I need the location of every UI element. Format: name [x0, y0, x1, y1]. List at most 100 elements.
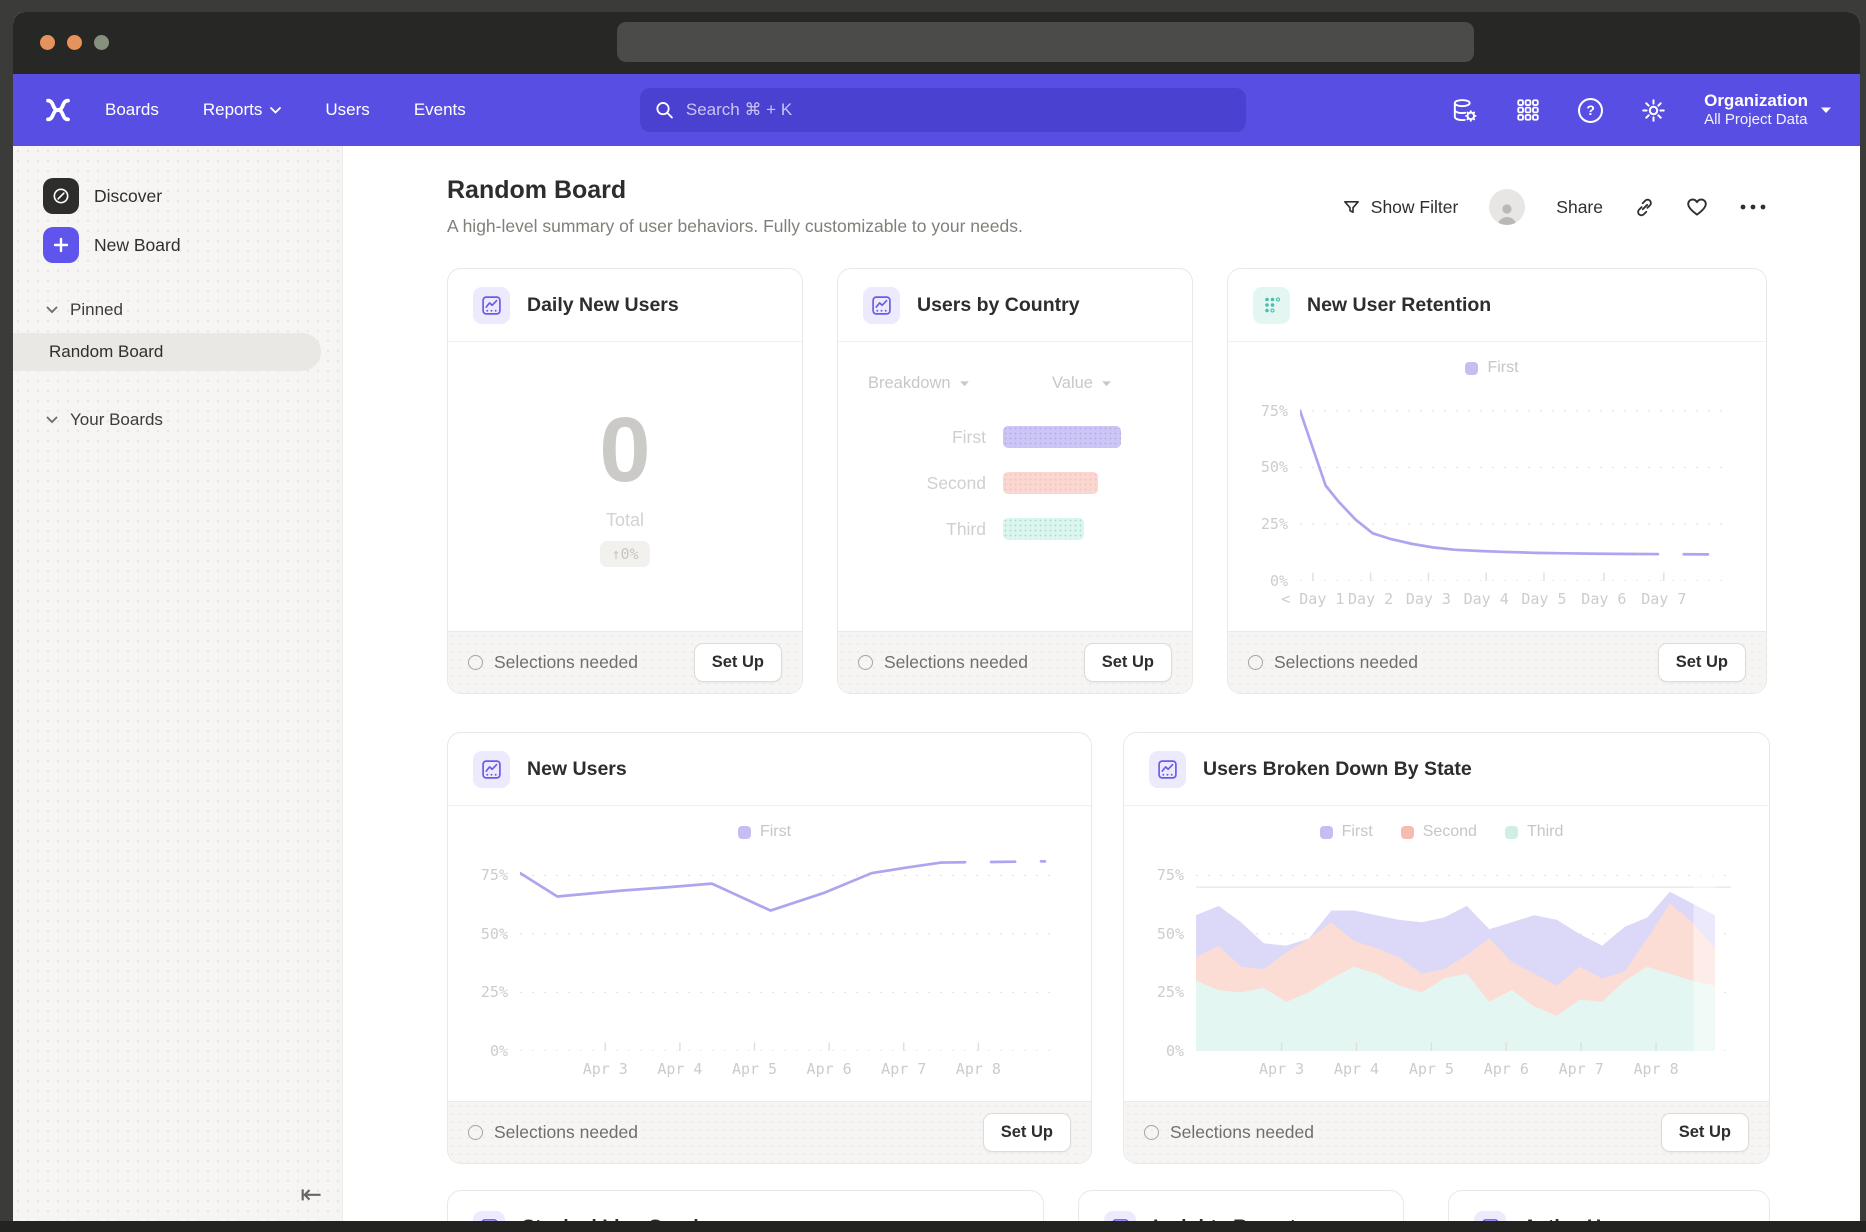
nav-item-label: Events	[414, 100, 466, 120]
line-chart-icon	[473, 751, 510, 788]
breakdown-label: Third	[838, 519, 986, 540]
sidebar-item-label: Discover	[94, 186, 162, 207]
x-axis-label: Apr 6	[807, 1060, 852, 1078]
sidebar-section-your-boards[interactable]: Your Boards	[46, 410, 163, 430]
set-up-button[interactable]: Set Up	[983, 1113, 1071, 1152]
metric-label: Total	[606, 510, 644, 531]
chevron-down-icon	[1101, 380, 1112, 387]
card-users-by-state: Users Broken Down By State First Second …	[1123, 732, 1770, 1164]
data-management-icon[interactable]	[1451, 97, 1478, 124]
legend-item: Third	[1505, 823, 1563, 841]
help-icon[interactable]: ?	[1578, 98, 1603, 123]
nav-item-users[interactable]: Users	[325, 100, 369, 120]
nav-item-events[interactable]: Events	[414, 100, 466, 120]
breakdown-bar	[1003, 518, 1084, 540]
x-axis-label: Day 3	[1406, 590, 1451, 608]
y-axis-label: 0%	[1270, 572, 1288, 590]
y-axis-label: 50%	[1261, 458, 1288, 476]
search-input[interactable]	[640, 88, 1246, 132]
sidebar-item-random-board[interactable]: Random Board	[13, 333, 321, 371]
line-chart-icon	[473, 1211, 505, 1221]
collapse-sidebar-icon[interactable]: ⇤	[300, 1181, 322, 1207]
set-up-button[interactable]: Set Up	[694, 643, 782, 682]
breakdown-dropdown[interactable]: Breakdown	[868, 374, 970, 393]
sidebar-item-new-board[interactable]: New Board	[43, 227, 181, 263]
nav-item-boards[interactable]: Boards	[105, 100, 159, 120]
org-switcher[interactable]: Organization All Project Data	[1704, 90, 1832, 130]
filter-icon	[1342, 198, 1361, 217]
nav-item-label: Users	[325, 100, 369, 120]
card-insights-report: Insights Report	[1078, 1190, 1404, 1221]
sidebar-section-pinned[interactable]: Pinned	[46, 300, 123, 320]
x-axis-labels: Apr 3Apr 4Apr 5Apr 6Apr 7Apr 8	[520, 1051, 1053, 1087]
overflow-menu-icon[interactable]	[1739, 203, 1767, 211]
y-axis-label: 75%	[1261, 402, 1288, 420]
search-field[interactable]	[684, 99, 1231, 121]
x-axis-label: < Day 1	[1281, 590, 1344, 608]
card-daily-new-users: Daily New Users 0 Total ↑0% Selections n…	[447, 268, 803, 694]
mixpanel-logo-icon[interactable]	[43, 92, 79, 128]
y-axis-label: 75%	[1157, 866, 1184, 884]
nav-item-label: Reports	[203, 100, 263, 120]
chart-plot	[1300, 388, 1728, 581]
status-text: Selections needed	[1170, 1122, 1314, 1143]
x-axis-label: Apr 7	[881, 1060, 926, 1078]
state-area-chart: First Second Third 75%50%25%0% Apr 3Apr …	[1138, 814, 1745, 1093]
page-subtitle: A high-level summary of user behaviors. …	[447, 216, 1023, 237]
chevron-down-icon	[46, 306, 58, 314]
copy-link-icon[interactable]	[1634, 197, 1655, 218]
avatar[interactable]	[1489, 189, 1525, 225]
metric-change-badge: ↑0%	[600, 541, 649, 567]
x-axis-label: Apr 8	[1634, 1060, 1679, 1078]
url-bar[interactable]	[617, 22, 1474, 62]
chart-legend: First	[1242, 350, 1742, 386]
person-icon	[1494, 201, 1520, 225]
search-icon	[655, 100, 674, 120]
breakdown-row: Second	[838, 460, 1192, 506]
card-title: Daily New Users	[527, 294, 679, 317]
y-axis-label: 25%	[1157, 983, 1184, 1001]
y-axis-label: 50%	[481, 925, 508, 943]
y-axis-label: 0%	[1166, 1042, 1184, 1060]
status-text: Selections needed	[884, 652, 1028, 673]
y-axis-label: 50%	[1157, 925, 1184, 943]
set-up-button[interactable]: Set Up	[1661, 1113, 1749, 1152]
breakdown-rows: First Second Third	[838, 414, 1192, 552]
status-text: Selections needed	[1274, 652, 1418, 673]
window-close-button[interactable]	[40, 35, 55, 50]
show-filter-button[interactable]: Show Filter	[1342, 197, 1459, 218]
x-axis-label: Apr 3	[1259, 1060, 1304, 1078]
window-zoom-button[interactable]	[94, 35, 109, 50]
line-chart-icon	[1474, 1211, 1506, 1221]
status-circle-icon	[858, 655, 873, 670]
card-users-by-country: Users by Country Breakdown Value First	[837, 268, 1193, 694]
status-text: Selections needed	[494, 1122, 638, 1143]
breakdown-label: Second	[838, 473, 986, 494]
value-dropdown[interactable]: Value	[1052, 374, 1112, 393]
settings-gear-icon[interactable]	[1640, 97, 1667, 124]
section-label: Pinned	[70, 300, 123, 320]
apps-grid-icon[interactable]	[1515, 97, 1541, 123]
column-header: Breakdown	[868, 374, 951, 393]
y-axis-label: 75%	[481, 866, 508, 884]
nav-item-reports[interactable]: Reports	[203, 100, 282, 120]
x-axis-label: Apr 7	[1559, 1060, 1604, 1078]
favorite-heart-icon[interactable]	[1686, 197, 1708, 217]
nav-item-label: Boards	[105, 100, 159, 120]
share-button[interactable]: Share	[1556, 197, 1603, 218]
line-chart-icon	[863, 287, 900, 324]
line-chart-icon	[473, 287, 510, 324]
x-axis-label: Day 5	[1521, 590, 1566, 608]
chart-legend: First	[462, 814, 1067, 850]
x-axis-label: Apr 6	[1484, 1060, 1529, 1078]
y-axis-label: 25%	[481, 983, 508, 1001]
set-up-button[interactable]: Set Up	[1658, 643, 1746, 682]
compass-icon	[43, 178, 79, 214]
sidebar-item-label: Random Board	[49, 342, 163, 362]
card-new-users: New Users First 75%50%25%0% Apr 3Apr 4Ap…	[447, 732, 1092, 1164]
metric-value: 0	[599, 404, 650, 496]
line-chart-icon	[1149, 751, 1186, 788]
set-up-button[interactable]: Set Up	[1084, 643, 1172, 682]
window-minimize-button[interactable]	[67, 35, 82, 50]
sidebar-item-discover[interactable]: Discover	[43, 178, 162, 214]
